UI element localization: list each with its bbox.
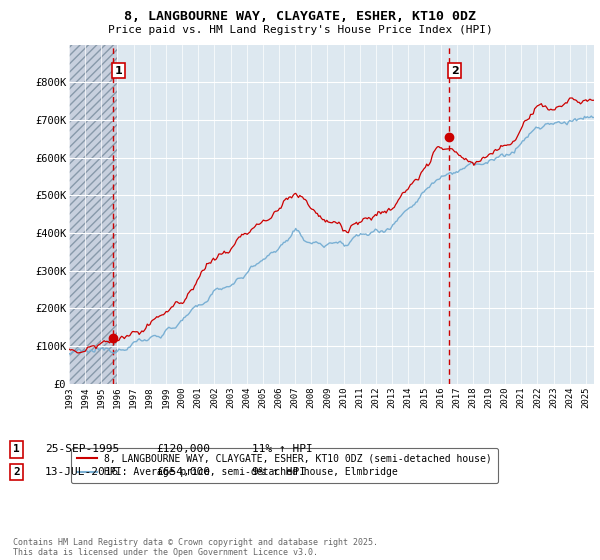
Text: Contains HM Land Registry data © Crown copyright and database right 2025.
This d: Contains HM Land Registry data © Crown c… <box>13 538 378 557</box>
Text: £654,000: £654,000 <box>156 467 210 477</box>
Text: 11% ↑ HPI: 11% ↑ HPI <box>252 445 313 455</box>
Text: 1: 1 <box>13 445 20 455</box>
Text: 1: 1 <box>115 66 122 76</box>
Text: 2: 2 <box>13 467 20 477</box>
Text: 2: 2 <box>451 66 458 76</box>
Legend: 8, LANGBOURNE WAY, CLAYGATE, ESHER, KT10 0DZ (semi-detached house), HPI: Average: 8, LANGBOURNE WAY, CLAYGATE, ESHER, KT10… <box>71 448 498 483</box>
Text: 8, LANGBOURNE WAY, CLAYGATE, ESHER, KT10 0DZ: 8, LANGBOURNE WAY, CLAYGATE, ESHER, KT10… <box>124 10 476 23</box>
Text: £120,000: £120,000 <box>156 445 210 455</box>
Bar <box>69 45 118 384</box>
Text: Price paid vs. HM Land Registry's House Price Index (HPI): Price paid vs. HM Land Registry's House … <box>107 25 493 35</box>
Text: 13-JUL-2016: 13-JUL-2016 <box>45 467 119 477</box>
Text: 9% ↑ HPI: 9% ↑ HPI <box>252 467 306 477</box>
Text: 25-SEP-1995: 25-SEP-1995 <box>45 445 119 455</box>
